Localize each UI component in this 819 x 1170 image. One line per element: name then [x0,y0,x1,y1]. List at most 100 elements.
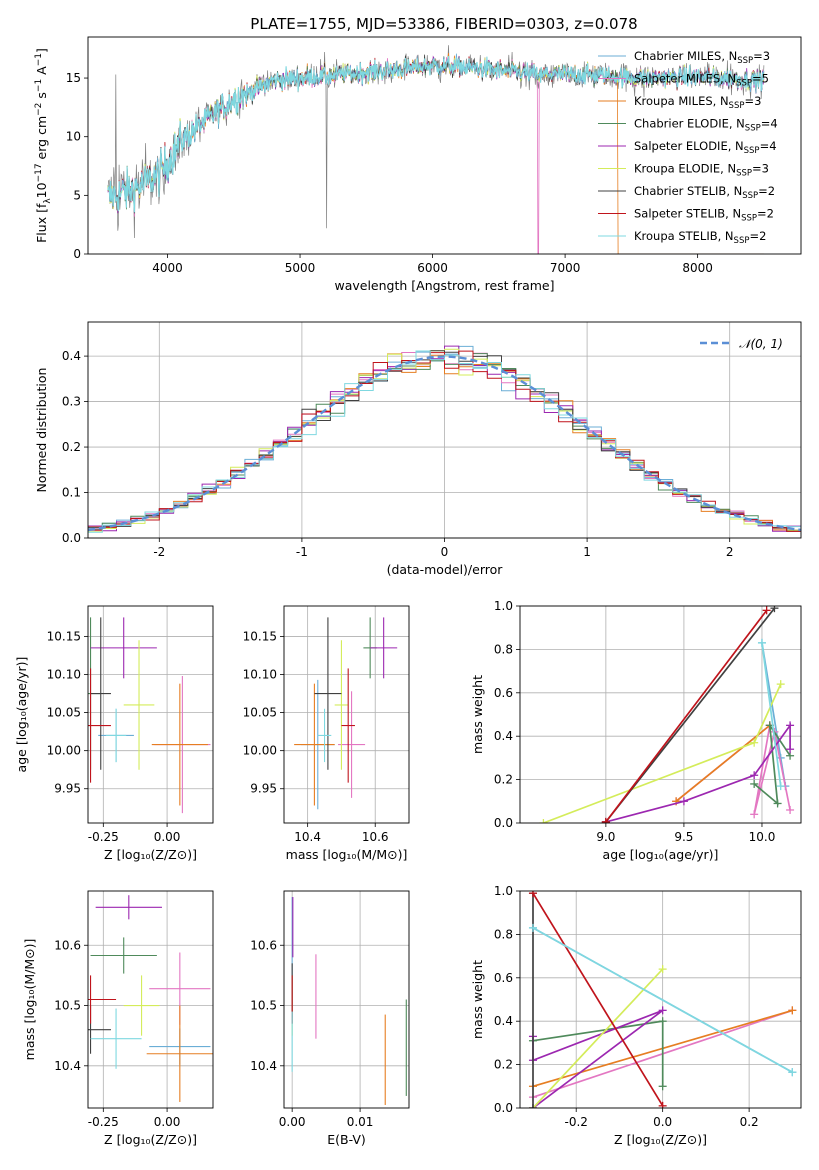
y-tick-label: 15 [66,71,81,85]
weight-marker [750,779,759,788]
weight-marker [773,799,782,808]
y-tick-label: 0.0 [494,1101,513,1115]
x-axis-label: E(B-V) [327,1132,366,1147]
error-point-4 [370,617,398,679]
y-tick-label: 10.05 [47,706,81,720]
y-axis-label-part: s [34,92,49,103]
y-tick-label: 0.1 [62,486,81,500]
x-tick-label: -1 [296,545,308,559]
y-tick-label: 0.3 [62,395,81,409]
weight-marker [658,1082,667,1091]
x-tick-label: 1 [583,545,591,559]
weight-marker [601,817,610,823]
x-tick-label: 0.0 [653,1115,672,1129]
error-point-5 [123,640,155,770]
normal-curve [88,355,801,532]
error-point-7 [88,668,111,783]
y-tick-label: 9.95 [54,782,81,796]
panel-spectrum: 4000 5000 6000 7000 8000 0 5 10 15 wavelength [An… [34,36,802,293]
y-tick-label: 0.8 [494,927,513,941]
weight-marker [776,680,785,689]
weight-marker [786,721,795,730]
error-point-7 [341,668,355,783]
y-tick-label: 0.4 [494,1014,513,1028]
y-axis-label: mass [log₁₀(M/M⊙)] [22,939,37,1061]
plot-area [294,617,398,810]
weight-marker [750,771,759,780]
panel-mass-weight-vs-age: 9.0 9.5 10.0 0.0 0.2 0.4 0.6 0.8 1.0 age [log₁₀(a… [470,599,802,862]
panel-age-vs-mass: 10.4 10.6 9.95 10.00 10.05 10.10 10.15 mass [lo… [243,605,410,862]
y-tick-label: 10.05 [243,706,277,720]
x-tick-label: 0 [441,545,449,559]
legend: 𝒩(0, 1) [700,337,783,351]
x-tick-label: 10.6 [362,830,389,844]
y-tick-label: 10.15 [243,629,277,643]
y-tick-label: 10.4 [250,1059,277,1073]
axes: 0.00 0.01 10.4 10.5 10.6 E(B-V) [250,938,373,1147]
y-axis-label-part: erg cm [34,116,49,164]
plot-area [291,897,407,1105]
y-axis-label-part: Flux [f [34,203,49,243]
x-axis-label: Z [log₁₀(Z/Z⊙)] [104,847,197,862]
axes-frame [283,605,410,824]
x-tick-label: 0.00 [279,1115,306,1129]
plot-area [88,617,211,814]
weight-marker [788,1006,797,1015]
error-point-4 [95,895,162,920]
axes: 4000 5000 6000 7000 8000 0 5 10 15 wavelength [An… [34,48,713,293]
axes: -0.25 0.00 9.95 10.00 10.05 10.10 10.15 Z [log₁… [14,629,197,862]
y-tick-label: 10.5 [54,999,81,1013]
error-point-3 [90,937,157,974]
x-tick-label: 0.00 [154,1115,181,1129]
weight-series-5 [543,683,782,823]
axes: -2 -1 0 1 2 0.0 0.1 0.2 0.3 0.4 (data-model)/error… [34,349,734,577]
error-point-6 [314,617,342,770]
legend-label-2: Kroupa MILES, NSSP=3 [634,94,761,111]
error-point-1 [338,691,366,798]
y-tick-label: 10.6 [250,938,277,952]
error-point-2 [146,1005,213,1102]
y-axis-label-part: −2 [34,103,44,116]
y-tick-label: 10.15 [47,629,81,643]
y-tick-label: 0.6 [494,686,513,700]
axes-frame [519,605,802,824]
x-tick-label: 2 [726,545,734,559]
y-tick-label: 10.10 [243,668,277,682]
y-axis-label-part: 10 [34,182,49,198]
error-point-8 [317,708,332,763]
x-tick-label: 9.0 [596,830,615,844]
x-tick-label: -0.25 [88,1115,119,1129]
y-tick-label: 0.0 [494,816,513,830]
y-axis-label: mass weight [470,960,485,1039]
y-tick-label: 5 [73,188,81,202]
panel-mass-vs-Z: -0.25 0.00 10.4 10.5 10.6 Z [log₁₀(Z/Z⊙)] mass… [22,890,214,1147]
x-tick-label: -2 [153,545,165,559]
plot-area [539,606,795,823]
panel-mass-vs-EBV: 0.00 0.01 10.4 10.5 10.6 E(B-V) [250,890,410,1147]
weight-series-2 [675,724,771,802]
x-tick-label: 8000 [682,261,713,275]
weight-series-1 [675,723,791,815]
axes-frame [87,321,802,539]
axes: -0.25 0.00 10.4 10.5 10.6 Z [log₁₀(Z/Z⊙)] mass… [22,938,197,1147]
axes-frame [87,36,802,255]
weight-marker [528,923,537,932]
figure-title: PLATE=1755, MJD=53386, FIBERID=0303, z=0… [250,15,637,33]
y-tick-label: 1.0 [494,884,513,898]
y-tick-label: 0.6 [494,971,513,985]
y-tick-label: 0.2 [62,440,81,454]
plot-area [107,45,765,254]
error-point-7 [88,975,117,1024]
panel-residual-histogram: -2 -1 0 1 2 0.0 0.1 0.2 0.3 0.4 (data-model)/error… [34,321,802,577]
weight-marker [539,819,548,823]
y-tick-label: 0 [73,247,81,261]
weight-series-4 [532,1009,664,1108]
y-tick-label: 0.2 [494,773,513,787]
axes-frame [87,890,214,1109]
legend-label-1: Salpeter MILES, NSSP=5 [634,72,769,89]
x-tick-label: 7000 [550,261,581,275]
legend: Chabrier MILES, NSSP=3 Salpeter MILES, NS… [598,49,778,246]
panel-mass-weight-vs-Z: -0.2 0.0 0.2 0.0 0.2 0.4 0.6 0.8 1.0 Z [log₁₀(Z/Z… [470,884,802,1147]
x-axis-label: Z [log₁₀(Z/Z⊙)] [104,1132,197,1147]
y-axis-label: age [log₁₀(age/yr)] [14,657,29,773]
